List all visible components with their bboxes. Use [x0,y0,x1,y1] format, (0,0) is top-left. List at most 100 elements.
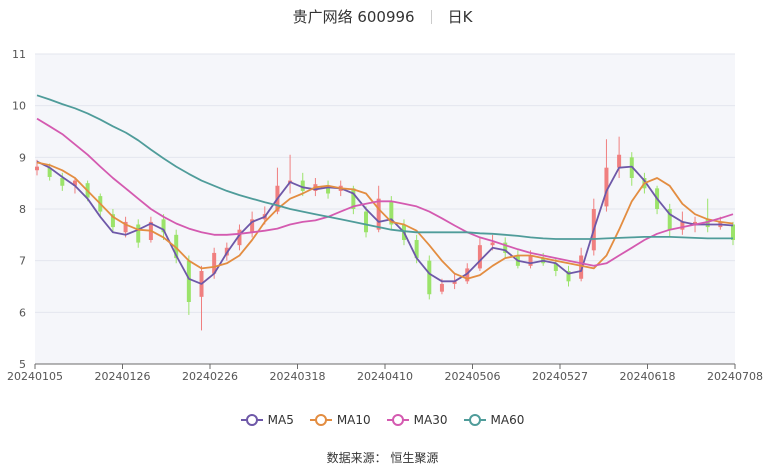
series-line-ma30 [36,117,734,267]
legend-item-ma30[interactable]: MA30 [386,413,448,427]
candle-body [693,221,698,225]
candle-body [465,268,470,282]
candle [161,214,166,240]
title-divider [430,10,432,24]
legend-item-ma60[interactable]: MA60 [463,413,525,427]
x-tick-label: 20240318 [270,370,326,383]
legend-swatch-icon [240,414,263,426]
candle-body [731,224,735,240]
candle-body [110,214,115,228]
legend-swatch-icon [386,414,409,426]
candle [705,198,710,233]
candle [617,136,622,178]
y-tick-label: 10 [12,100,26,113]
candle [136,219,141,248]
series-line-ma10 [36,161,734,280]
candle-body [566,271,571,282]
y-tick-label: 9 [19,151,26,164]
candle [680,211,685,235]
candle-body [364,211,369,233]
candle [503,237,508,259]
candle-body [680,221,685,230]
grid-lines [35,53,735,365]
legend-label: MA30 [413,413,448,427]
candle-body [326,185,331,194]
x-tick-label: 20240708 [707,370,763,383]
moving-average-lines [36,94,734,285]
candle [566,265,571,287]
x-tick-label: 20240410 [357,370,413,383]
candle-body [72,180,77,186]
candle-body [579,255,584,279]
candle-body [300,180,305,191]
candle [110,209,115,233]
x-tick-label: 20240226 [182,370,238,383]
x-tick-label: 20240105 [7,370,63,383]
candle [237,224,242,251]
y-tick-label: 7 [19,255,26,268]
data-source: 数据来源： 恒生聚源 [326,451,439,465]
candle-body [186,260,191,302]
candle-body [212,252,217,274]
candle-body [60,178,65,186]
candle-body [553,263,558,271]
stock-name: 贵广网络 600996 [292,8,415,26]
candle-body [174,234,179,259]
legend-label: MA10 [336,413,371,427]
x-tick-label: 20240618 [620,370,676,383]
candle-body [414,240,419,259]
chart-title: 贵广网络 600996 日K [0,6,765,27]
candle-body [123,221,128,233]
candle-body [617,154,622,168]
candle-body [705,219,710,228]
candle [364,206,369,238]
candle-body [477,245,482,269]
candle-body [439,283,444,292]
candle [326,180,331,199]
candle-body [237,229,242,246]
candle [186,255,191,315]
candle [604,139,609,212]
candle [477,237,482,271]
period-label: 日K [447,8,473,26]
candle-body [452,281,457,284]
legend-item-ma5[interactable]: MA5 [240,413,294,427]
x-tick-label: 20240506 [445,370,501,383]
candle-body [136,224,141,243]
candle [300,172,305,197]
y-tick-label: 8 [19,203,26,216]
candle-body [490,242,495,246]
candle [579,247,584,282]
candle [351,185,356,215]
candle-body [47,167,52,177]
candle-body [351,188,356,209]
series-line-ma60 [36,94,733,240]
candle [731,221,735,246]
legend-swatch-icon [309,414,332,426]
candle-body [161,219,166,233]
candle-body [667,209,672,230]
stock-chart: 20240105 20240126 20240226 20240318 20240410… [7,48,763,383]
y-tick-label: 5 [19,358,26,371]
candle [427,255,432,300]
candle-body [376,198,381,230]
x-axis: 20240105 20240126 20240226 20240318 20240410… [7,363,763,383]
y-tick-label: 6 [19,306,26,319]
legend-label: MA5 [267,413,294,427]
candle [60,172,65,191]
y-tick-label: 11 [12,48,26,61]
x-tick-label: 20240126 [95,370,151,383]
series-line-ma5 [36,160,734,285]
legend-swatch-icon [463,414,486,426]
legend: MA5 MA10 MA30 MA60 [0,413,765,429]
candle [174,229,179,264]
candle [667,203,672,238]
x-tick-label: 20240527 [532,370,588,383]
legend-item-ma10[interactable]: MA10 [309,413,371,427]
candle-body [250,219,255,233]
candle-body [427,260,432,295]
candle-body [503,242,508,253]
candle-body [528,255,533,266]
candle-body [389,201,394,225]
legend-label: MA60 [490,413,525,427]
